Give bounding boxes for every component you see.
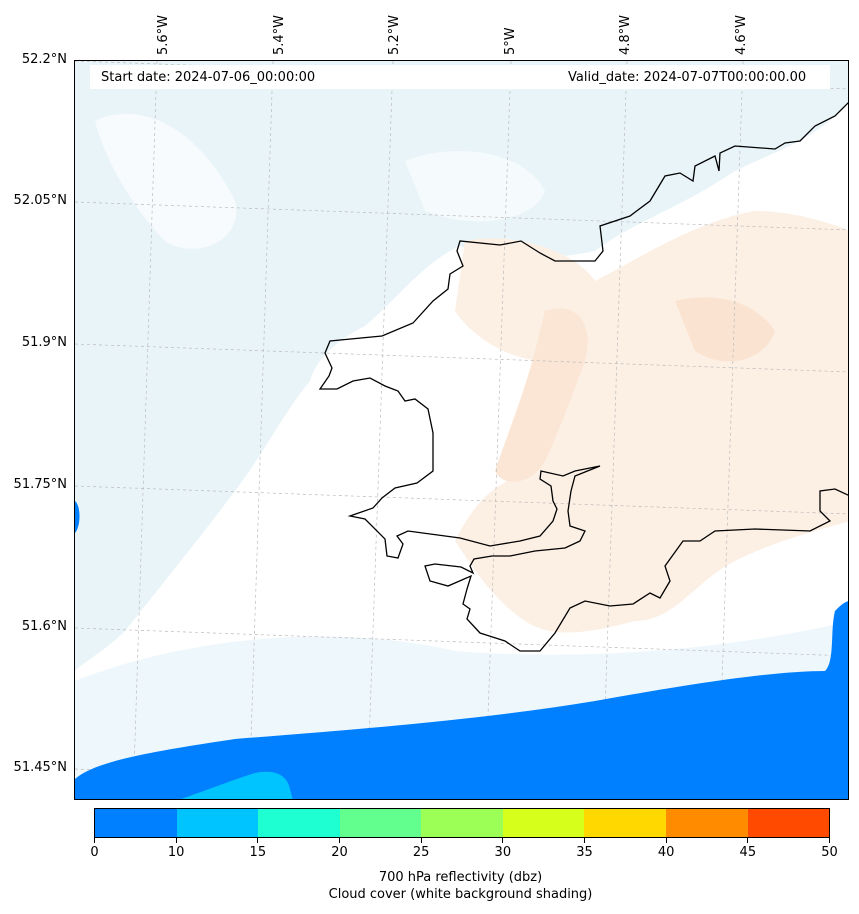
colorbar-tick-mark bbox=[584, 838, 585, 843]
lon-label-5.6w: 5.6°W bbox=[156, 14, 171, 55]
lon-label-4.6w: 4.6°W bbox=[734, 14, 749, 55]
colorbar-label-cloud-cover: Cloud cover (white background shading) bbox=[328, 887, 593, 902]
colorbar-tick-mark bbox=[665, 838, 667, 843]
colorbar-tick-label: 15 bbox=[249, 845, 267, 860]
header-banner bbox=[90, 65, 830, 89]
colorbar-tick-label: 35 bbox=[576, 845, 593, 860]
land-cloud-core-2 bbox=[675, 297, 775, 362]
colorbar-tick-mark bbox=[257, 838, 259, 843]
lat-label-51.75n: 51.75°N bbox=[13, 477, 67, 492]
colorbar-tick-mark bbox=[94, 838, 95, 843]
lat-label-52.2n: 52.2°N bbox=[21, 52, 67, 67]
colorbar-tick-label: 10 bbox=[167, 845, 185, 860]
land-cloud-core bbox=[495, 308, 588, 482]
colorbar-segment-5 bbox=[502, 809, 585, 837]
colorbar-tick-label: 20 bbox=[331, 845, 348, 860]
colorbar-tick-label: 45 bbox=[739, 845, 757, 860]
colorbar-tick-mark bbox=[829, 838, 830, 843]
colorbar-tick-label: 50 bbox=[821, 845, 838, 860]
precip-edge-left bbox=[75, 501, 80, 533]
colorbar-tick-label: 30 bbox=[494, 845, 512, 860]
colorbar-segment-3 bbox=[339, 809, 422, 837]
precip-band-0-10 bbox=[75, 601, 848, 799]
colorbar-tick-mark bbox=[747, 838, 749, 843]
colorbar-segment-4 bbox=[421, 809, 503, 837]
start-date-text: Start date: 2024-07-06_00:00:00 bbox=[101, 70, 316, 85]
precip-band-10-15 bbox=[180, 771, 293, 799]
colorbar-segment-8 bbox=[747, 809, 830, 837]
sea-cloud-light-2 bbox=[405, 151, 545, 222]
colorbar-tick-label: 40 bbox=[657, 845, 675, 860]
colorbar-tick-label: 25 bbox=[412, 845, 430, 860]
colorbar-tick-mark bbox=[175, 838, 177, 843]
lon-label-5w: 5°W bbox=[503, 27, 518, 55]
map-canvas bbox=[75, 61, 848, 799]
colorbar-label-reflectivity: 700 hPa reflectivity (dbz) bbox=[378, 870, 543, 885]
colorbar-segment-7 bbox=[665, 809, 748, 837]
coastline bbox=[318, 102, 848, 652]
colorbar-segment-2 bbox=[258, 809, 340, 837]
colorbar-segment-0 bbox=[95, 809, 177, 837]
colorbar-tick-label: 0 bbox=[90, 845, 99, 860]
colorbar-segment-1 bbox=[176, 809, 259, 837]
map-panel[interactable] bbox=[74, 60, 849, 800]
lat-label-51.45n: 51.45°N bbox=[13, 760, 67, 775]
lon-label-4.8w: 4.8°W bbox=[618, 14, 633, 55]
colorbar-tick-mark bbox=[502, 838, 504, 843]
sea-cloud-light bbox=[95, 113, 237, 249]
colorbar bbox=[94, 808, 830, 838]
colorbar-tick-mark bbox=[420, 838, 422, 843]
lon-label-5.4w: 5.4°W bbox=[272, 14, 287, 55]
valid-date-text: Valid_date: 2024-07-07T00:00:00.00 bbox=[568, 70, 807, 85]
colorbar-segment-6 bbox=[584, 809, 666, 837]
lat-label-51.6n: 51.6°N bbox=[21, 619, 67, 634]
lat-label-52.05n: 52.05°N bbox=[13, 193, 67, 208]
lat-label-51.9n: 51.9°N bbox=[21, 335, 67, 350]
colorbar-tick-mark bbox=[339, 838, 340, 843]
lon-label-5.2w: 5.2°W bbox=[387, 14, 402, 55]
